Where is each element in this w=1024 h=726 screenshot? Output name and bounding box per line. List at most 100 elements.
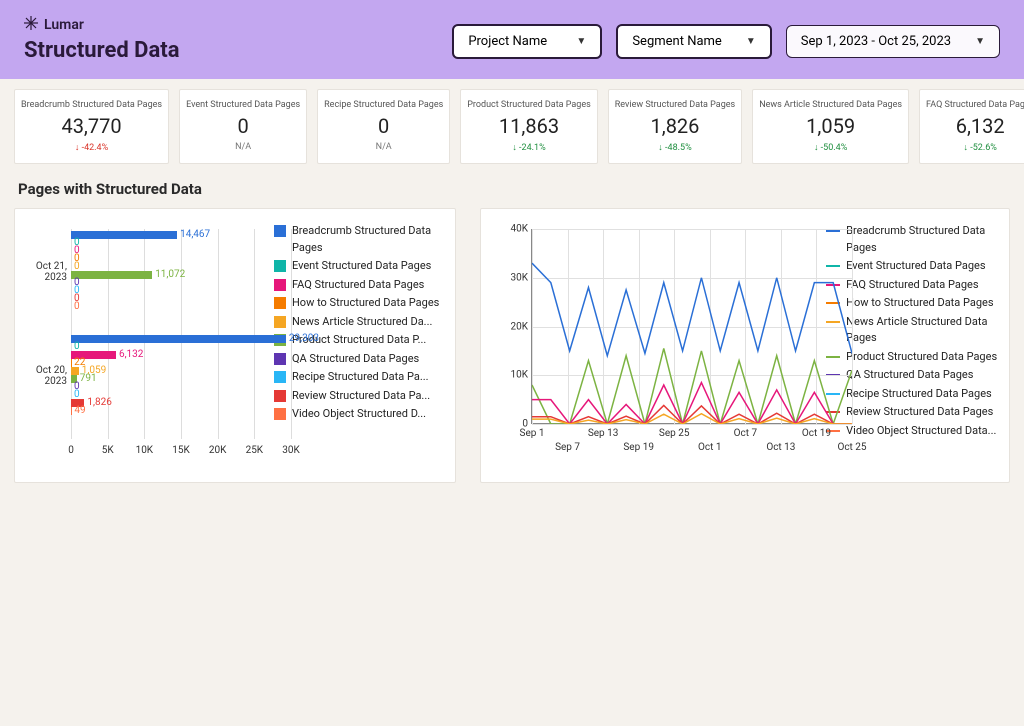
line-chart-card: 010K20K30K40KSep 1Sep 7Sep 13Sep 19Sep 2… bbox=[480, 208, 1010, 483]
line-series bbox=[532, 348, 852, 424]
metric-card[interactable]: Breadcrumb Structured Data Pages 43,770 ↓ … bbox=[14, 89, 169, 164]
legend-label: How to Structured Data Pages bbox=[846, 295, 993, 312]
legend-label: Event Structured Data Pages bbox=[292, 258, 431, 275]
metric-value: 43,770 bbox=[21, 114, 162, 138]
metric-change: ↓ -50.4% bbox=[759, 142, 902, 153]
x-tick: Sep 1 bbox=[520, 428, 545, 439]
y-tick: 40K bbox=[510, 224, 532, 235]
date-dropdown-label: Sep 1, 2023 - Oct 25, 2023 bbox=[801, 34, 951, 49]
bar bbox=[71, 231, 177, 239]
project-dropdown-label: Project Name bbox=[468, 34, 547, 49]
metric-change: ↓ -24.1% bbox=[467, 142, 591, 153]
legend-label: Recipe Structured Data Pa... bbox=[292, 369, 429, 386]
legend-item[interactable]: FAQ Structured Data Pages bbox=[274, 277, 445, 294]
x-tick: 25K bbox=[246, 445, 264, 456]
bar-value-label: 14,467 bbox=[180, 229, 210, 240]
legend-swatch bbox=[274, 279, 286, 291]
bar-chart-card: 05K10K15K20K25K30K14,467000011,072000029… bbox=[14, 208, 456, 483]
x-tick: Oct 7 bbox=[734, 428, 758, 439]
legend-label: QA Structured Data Pages bbox=[846, 367, 973, 384]
metric-label: Event Structured Data Pages bbox=[186, 100, 300, 110]
legend-label: Video Object Structured Data... bbox=[846, 423, 996, 440]
segment-dropdown-label: Segment Name bbox=[632, 34, 722, 49]
brand-icon bbox=[24, 16, 38, 34]
legend-item[interactable]: Video Object Structured D... bbox=[274, 406, 445, 423]
metric-card[interactable]: Event Structured Data Pages 0 N/A bbox=[179, 89, 307, 164]
legend-swatch bbox=[274, 225, 286, 237]
metric-value: 0 bbox=[186, 114, 300, 138]
x-tick: Oct 25 bbox=[837, 442, 866, 453]
page-title: Structured Data bbox=[24, 38, 179, 63]
x-tick: Sep 25 bbox=[659, 428, 690, 439]
chevron-down-icon: ▼ bbox=[975, 36, 985, 47]
x-tick: 15K bbox=[172, 445, 190, 456]
legend-item[interactable]: Event Structured Data Pages bbox=[274, 258, 445, 275]
x-tick: Sep 19 bbox=[623, 442, 654, 453]
x-tick: 10K bbox=[136, 445, 154, 456]
legend-item[interactable]: Recipe Structured Data Pa... bbox=[274, 369, 445, 386]
header: Lumar Structured Data Project Name ▼ Seg… bbox=[0, 0, 1024, 79]
legend-label: How to Structured Data Pages bbox=[292, 295, 439, 312]
bar-group-date: Oct 21, 2023 bbox=[25, 261, 67, 283]
legend-label: Breadcrumb Structured Data Pages bbox=[846, 223, 999, 256]
brand: Lumar bbox=[24, 16, 179, 34]
x-tick: 30K bbox=[282, 445, 300, 456]
legend-label: News Article Structured Da... bbox=[292, 314, 432, 331]
x-tick: Sep 13 bbox=[588, 428, 619, 439]
bar-value-label: 0 bbox=[74, 301, 80, 312]
y-tick: 30K bbox=[510, 272, 532, 283]
x-tick: 0 bbox=[68, 445, 74, 456]
legend-label: News Article Structured Data Pages bbox=[846, 314, 999, 347]
bar-value-label: 49 bbox=[74, 405, 85, 416]
bar bbox=[71, 335, 286, 343]
bar-value-label: 29,303 bbox=[289, 333, 319, 344]
bar bbox=[71, 367, 79, 375]
legend-item[interactable]: Review Structured Data Pa... bbox=[274, 388, 445, 405]
segment-dropdown[interactable]: Segment Name ▼ bbox=[616, 24, 771, 59]
legend-item[interactable]: News Article Structured Da... bbox=[274, 314, 445, 331]
header-controls: Project Name ▼ Segment Name ▼ Sep 1, 202… bbox=[452, 24, 1000, 59]
metric-change: N/A bbox=[186, 142, 300, 152]
metric-card[interactable]: Product Structured Data Pages11,863↓ -24… bbox=[460, 89, 598, 164]
legend-swatch bbox=[274, 297, 286, 309]
metric-value: 0 bbox=[324, 114, 443, 138]
x-tick: Oct 13 bbox=[766, 442, 795, 453]
metric-label: FAQ Structured Data Pages bbox=[926, 100, 1024, 110]
metric-value: 1,059 bbox=[759, 114, 902, 138]
legend-label: FAQ Structured Data Pages bbox=[846, 277, 978, 294]
brand-name: Lumar bbox=[44, 17, 84, 33]
metric-card[interactable]: News Article Structured Data Pages1,059↓… bbox=[752, 89, 909, 164]
legend-item[interactable]: QA Structured Data Pages bbox=[274, 351, 445, 368]
legend-label: FAQ Structured Data Pages bbox=[292, 277, 424, 294]
metric-card[interactable]: Recipe Structured Data Pages0N/A bbox=[317, 89, 450, 164]
metric-change: ↓ -42.4% bbox=[21, 142, 162, 153]
legend-swatch bbox=[274, 408, 286, 420]
chevron-down-icon: ▼ bbox=[576, 36, 586, 47]
legend-label: Product Structured Data Pages bbox=[846, 349, 997, 366]
legend-item[interactable]: Breadcrumb Structured Data Pages bbox=[274, 223, 445, 256]
charts-row: 05K10K15K20K25K30K14,467000011,072000029… bbox=[0, 208, 1024, 483]
project-dropdown[interactable]: Project Name ▼ bbox=[452, 24, 602, 59]
chevron-down-icon: ▼ bbox=[746, 36, 756, 47]
legend-swatch bbox=[274, 260, 286, 272]
metric-card[interactable]: FAQ Structured Data Pages6,132↓ -52.6% bbox=[919, 89, 1024, 164]
legend-label: Review Structured Data Pa... bbox=[292, 388, 430, 405]
bar-chart: 05K10K15K20K25K30K14,467000011,072000029… bbox=[25, 223, 264, 465]
metric-label: Breadcrumb Structured Data Pages bbox=[21, 100, 162, 110]
legend-item[interactable]: Video Object Structured Data... bbox=[826, 423, 999, 440]
legend-swatch bbox=[274, 371, 286, 383]
legend-label: Breadcrumb Structured Data Pages bbox=[292, 223, 445, 256]
legend-label: Video Object Structured D... bbox=[292, 406, 426, 423]
metric-label: Recipe Structured Data Pages bbox=[324, 100, 443, 110]
legend-item[interactable]: How to Structured Data Pages bbox=[274, 295, 445, 312]
line-chart: 010K20K30K40KSep 1Sep 7Sep 13Sep 19Sep 2… bbox=[491, 223, 816, 468]
legend-label: Event Structured Data Pages bbox=[846, 258, 985, 275]
legend-label: Review Structured Data Pages bbox=[846, 404, 993, 421]
bar bbox=[71, 271, 152, 279]
legend-label: QA Structured Data Pages bbox=[292, 351, 419, 368]
header-left: Lumar Structured Data bbox=[24, 16, 179, 63]
x-tick: Oct 1 bbox=[698, 442, 722, 453]
date-dropdown[interactable]: Sep 1, 2023 - Oct 25, 2023 ▼ bbox=[786, 25, 1000, 58]
bar-value-label: 11,072 bbox=[155, 269, 185, 280]
metric-card[interactable]: Review Structured Data Pages1,826↓ -48.5… bbox=[608, 89, 742, 164]
